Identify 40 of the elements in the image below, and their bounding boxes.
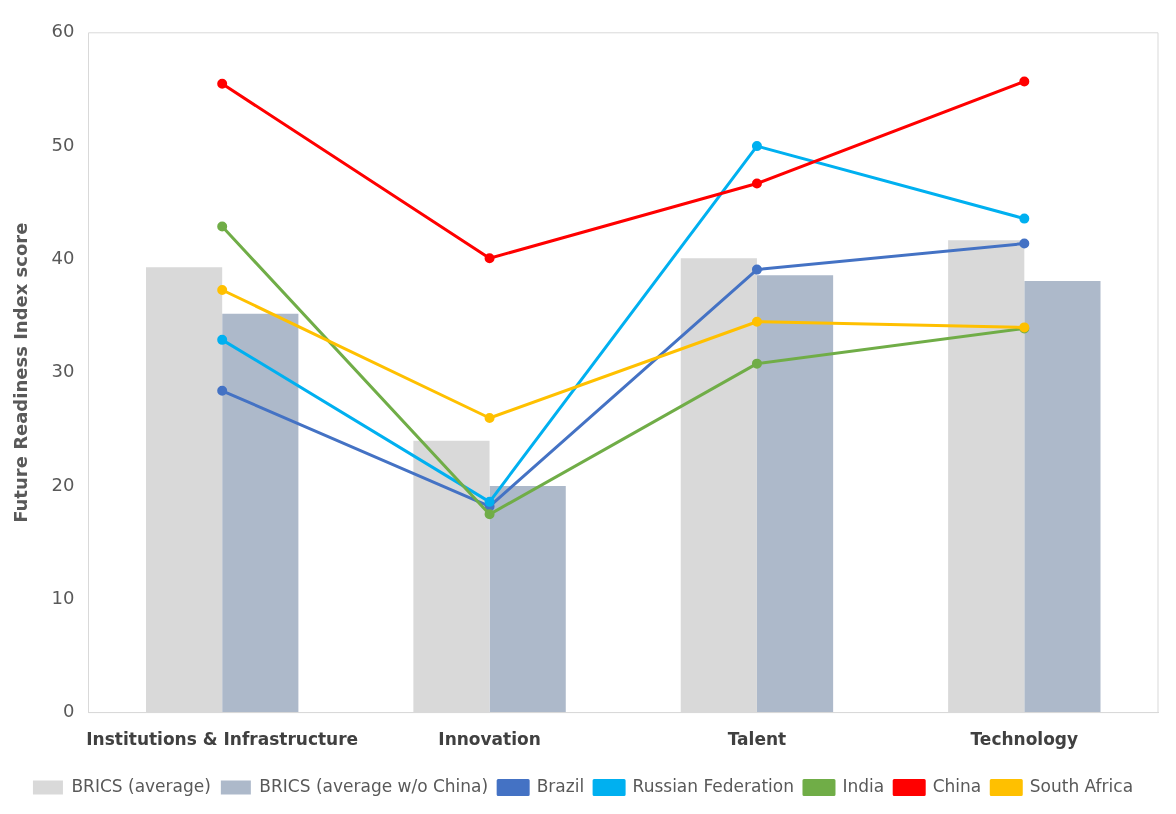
point	[484, 253, 495, 264]
x-tick-label: Technology	[970, 729, 1079, 750]
legend-label: Brazil	[536, 775, 585, 796]
point	[484, 509, 495, 520]
point	[1019, 76, 1030, 87]
point	[751, 141, 762, 152]
point	[217, 385, 228, 396]
point	[751, 264, 762, 275]
point	[751, 178, 762, 189]
point	[1019, 238, 1030, 249]
point	[217, 78, 228, 89]
point	[217, 334, 228, 345]
legend-label: Russian Federation	[632, 775, 794, 796]
point	[217, 221, 228, 232]
legend-label: BRICS (average)	[71, 775, 211, 796]
y-tick-label: 60	[51, 20, 75, 42]
x-tick-label: Innovation	[438, 729, 541, 750]
x-tick-label: Talent	[727, 729, 787, 750]
y-tick-label: 10	[51, 586, 75, 608]
y-tick-label: 50	[51, 133, 75, 155]
x-tick-label: Institutions & Infrastructure	[86, 729, 359, 750]
point	[751, 316, 762, 327]
y-axis-title: Future Readiness Index score	[10, 222, 32, 523]
point	[484, 413, 495, 424]
y-tick-label: 20	[51, 473, 75, 495]
point	[217, 284, 228, 295]
legend-label: BRICS (average w/o China)	[259, 775, 489, 796]
point	[484, 496, 495, 507]
point	[751, 358, 762, 369]
point	[1019, 213, 1030, 224]
legend-label: South Africa	[1029, 775, 1134, 796]
bar	[1024, 280, 1101, 713]
y-tick-label: 0	[63, 700, 75, 722]
legend-label: India	[842, 775, 885, 796]
y-tick-label: 40	[51, 247, 75, 269]
y-tick-label: 30	[51, 360, 75, 382]
bar	[489, 486, 566, 713]
legend-label: China	[932, 775, 982, 796]
bar	[222, 313, 299, 713]
bar	[756, 275, 834, 713]
